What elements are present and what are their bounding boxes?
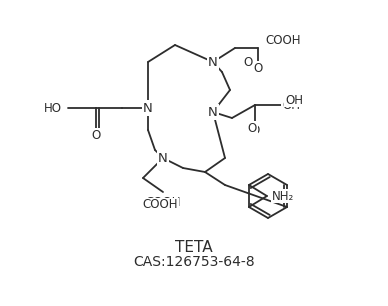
Text: O: O — [248, 121, 256, 135]
Text: TETA: TETA — [175, 241, 213, 256]
Text: COOH: COOH — [265, 33, 300, 47]
Text: N: N — [143, 102, 153, 114]
Text: OH: OH — [285, 94, 303, 106]
Text: COOH: COOH — [142, 199, 178, 211]
Text: O: O — [92, 129, 100, 141]
Text: N: N — [158, 151, 168, 165]
Text: CAS:126753-64-8: CAS:126753-64-8 — [133, 255, 255, 269]
Text: N: N — [208, 106, 218, 118]
Text: O: O — [243, 55, 253, 69]
Text: COOH: COOH — [145, 196, 181, 210]
Text: COOH: COOH — [265, 35, 300, 48]
Text: N: N — [208, 55, 218, 69]
Text: OH: OH — [282, 99, 300, 111]
Text: O: O — [253, 62, 263, 74]
Text: HO: HO — [44, 102, 62, 114]
Text: O: O — [250, 124, 260, 136]
Text: NH₂: NH₂ — [272, 189, 294, 203]
